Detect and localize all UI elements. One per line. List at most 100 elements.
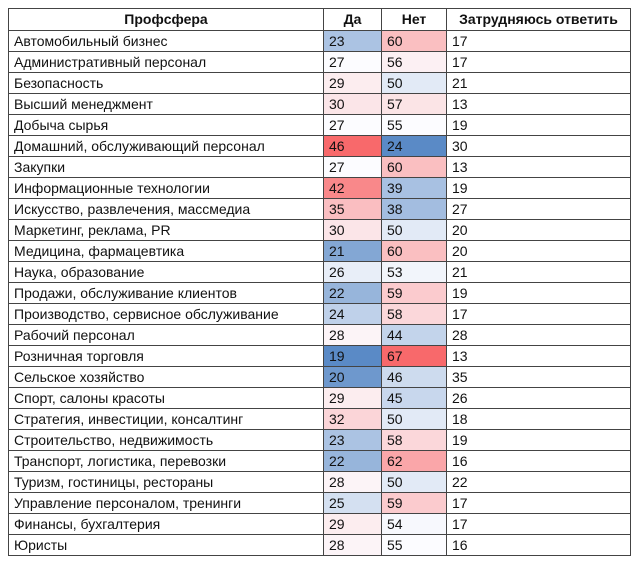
- cell-sphere: Безопасность: [8, 72, 324, 94]
- cell-yes: 42: [323, 177, 382, 199]
- cell-sphere: Искусство, развлечения, массмедиа: [8, 198, 324, 220]
- cell-hard-to-say: 16: [446, 534, 631, 556]
- cell-sphere: Транспорт, логистика, перевозки: [8, 450, 324, 472]
- cell-sphere: Спорт, салоны красоты: [8, 387, 324, 409]
- header-row: Профсфера Да Нет Затрудняюсь ответить: [8, 8, 631, 31]
- cell-sphere: Административный персонал: [8, 51, 324, 73]
- table-row: Маркетинг, реклама, PR 30 50 20: [8, 219, 631, 241]
- cell-no: 55: [381, 114, 447, 136]
- table-row: Строительство, недвижимость 23 58 19: [8, 429, 631, 451]
- cell-hard-to-say: 21: [446, 261, 631, 283]
- cell-hard-to-say: 21: [446, 72, 631, 94]
- cell-no: 56: [381, 51, 447, 73]
- cell-hard-to-say: 17: [446, 51, 631, 73]
- cell-no: 45: [381, 387, 447, 409]
- cell-sphere: Туризм, гостиницы, рестораны: [8, 471, 324, 493]
- cell-yes: 20: [323, 366, 382, 388]
- cell-yes: 24: [323, 303, 382, 325]
- cell-hard-to-say: 19: [446, 114, 631, 136]
- cell-yes: 29: [323, 387, 382, 409]
- cell-no: 50: [381, 72, 447, 94]
- cell-hard-to-say: 27: [446, 198, 631, 220]
- cell-yes: 28: [323, 534, 382, 556]
- table-row: Информационные технологии 42 39 19: [8, 177, 631, 199]
- cell-no: 60: [381, 240, 447, 262]
- cell-no: 55: [381, 534, 447, 556]
- cell-no: 50: [381, 219, 447, 241]
- cell-hard-to-say: 28: [446, 324, 631, 346]
- table-row: Безопасность 29 50 21: [8, 72, 631, 94]
- table-row: Домашний, обслуживающий персонал 46 24 30: [8, 135, 631, 157]
- cell-hard-to-say: 19: [446, 429, 631, 451]
- cell-no: 44: [381, 324, 447, 346]
- table-row: Транспорт, логистика, перевозки 22 62 16: [8, 450, 631, 472]
- cell-hard-to-say: 20: [446, 240, 631, 262]
- survey-table: Профсфера Да Нет Затрудняюсь ответить Ав…: [8, 8, 631, 556]
- cell-sphere: Производство, сервисное обслуживание: [8, 303, 324, 325]
- cell-hard-to-say: 20: [446, 219, 631, 241]
- cell-sphere: Высший менеджмент: [8, 93, 324, 115]
- cell-yes: 35: [323, 198, 382, 220]
- cell-no: 53: [381, 261, 447, 283]
- cell-yes: 25: [323, 492, 382, 514]
- cell-hard-to-say: 13: [446, 156, 631, 178]
- table-row: Медицина, фармацевтика 21 60 20: [8, 240, 631, 262]
- cell-sphere: Стратегия, инвестиции, консалтинг: [8, 408, 324, 430]
- cell-hard-to-say: 35: [446, 366, 631, 388]
- cell-no: 60: [381, 30, 447, 52]
- cell-yes: 30: [323, 93, 382, 115]
- cell-sphere: Медицина, фармацевтика: [8, 240, 324, 262]
- cell-yes: 27: [323, 114, 382, 136]
- cell-sphere: Строительство, недвижимость: [8, 429, 324, 451]
- cell-yes: 22: [323, 282, 382, 304]
- table-row: Высший менеджмент 30 57 13: [8, 93, 631, 115]
- cell-sphere: Сельское хозяйство: [8, 366, 324, 388]
- cell-sphere: Юристы: [8, 534, 324, 556]
- cell-yes: 27: [323, 51, 382, 73]
- cell-hard-to-say: 13: [446, 345, 631, 367]
- cell-yes: 29: [323, 513, 382, 535]
- table-row: Туризм, гостиницы, рестораны 28 50 22: [8, 471, 631, 493]
- header-yes: Да: [323, 8, 382, 31]
- table-row: Автомобильный бизнес 23 60 17: [8, 30, 631, 52]
- cell-no: 58: [381, 429, 447, 451]
- table-row: Производство, сервисное обслуживание 24 58…: [8, 303, 631, 325]
- cell-sphere: Закупки: [8, 156, 324, 178]
- table-row: Рабочий персонал 28 44 28: [8, 324, 631, 346]
- cell-hard-to-say: 17: [446, 30, 631, 52]
- table-row: Добыча сырья 27 55 19: [8, 114, 631, 136]
- table-row: Продажи, обслуживание клиентов 22 59 19: [8, 282, 631, 304]
- cell-sphere: Домашний, обслуживающий персонал: [8, 135, 324, 157]
- cell-hard-to-say: 22: [446, 471, 631, 493]
- cell-yes: 23: [323, 429, 382, 451]
- cell-yes: 29: [323, 72, 382, 94]
- cell-hard-to-say: 17: [446, 513, 631, 535]
- header-no: Нет: [381, 8, 447, 31]
- header-hard-to-say: Затрудняюсь ответить: [446, 8, 631, 31]
- cell-hard-to-say: 30: [446, 135, 631, 157]
- cell-no: 24: [381, 135, 447, 157]
- cell-sphere: Добыча сырья: [8, 114, 324, 136]
- cell-no: 54: [381, 513, 447, 535]
- cell-sphere: Информационные технологии: [8, 177, 324, 199]
- cell-hard-to-say: 19: [446, 177, 631, 199]
- cell-no: 50: [381, 408, 447, 430]
- cell-no: 39: [381, 177, 447, 199]
- cell-no: 59: [381, 492, 447, 514]
- table-row: Юристы 28 55 16: [8, 534, 631, 556]
- cell-hard-to-say: 13: [446, 93, 631, 115]
- cell-sphere: Маркетинг, реклама, PR: [8, 219, 324, 241]
- cell-sphere: Финансы, бухгалтерия: [8, 513, 324, 535]
- cell-yes: 26: [323, 261, 382, 283]
- cell-yes: 22: [323, 450, 382, 472]
- cell-no: 67: [381, 345, 447, 367]
- cell-no: 60: [381, 156, 447, 178]
- cell-sphere: Автомобильный бизнес: [8, 30, 324, 52]
- cell-no: 59: [381, 282, 447, 304]
- cell-sphere: Продажи, обслуживание клиентов: [8, 282, 324, 304]
- cell-hard-to-say: 17: [446, 303, 631, 325]
- cell-yes: 23: [323, 30, 382, 52]
- table-row: Управление персоналом, тренинги 25 59 17: [8, 492, 631, 514]
- cell-no: 57: [381, 93, 447, 115]
- cell-no: 46: [381, 366, 447, 388]
